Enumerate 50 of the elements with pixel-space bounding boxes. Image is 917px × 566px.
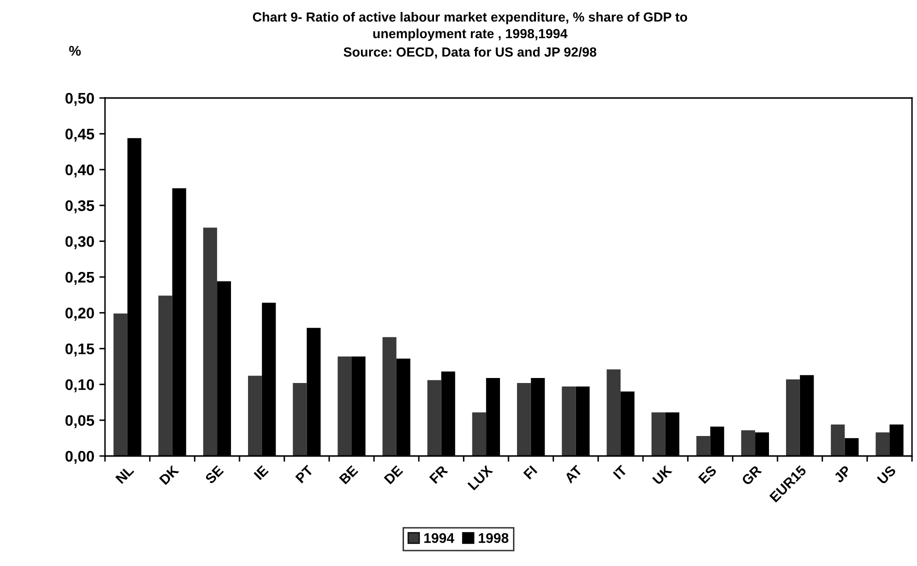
bar — [876, 432, 890, 456]
bar — [158, 296, 172, 456]
legend-label: 1994 — [424, 533, 454, 543]
x-tick-label: AT — [564, 464, 583, 484]
y-tick-label: 0,30 — [65, 236, 94, 250]
x-tick-label: SE — [204, 464, 224, 484]
bar — [606, 369, 621, 456]
bar — [382, 337, 396, 456]
bar — [427, 380, 442, 456]
y-tick-label: 0,05 — [65, 415, 94, 428]
bar — [786, 379, 800, 456]
y-tick-label: 0,25 — [65, 272, 94, 285]
chart-subtitle: Source: OECD, Data for US and JP 92/98 — [344, 47, 596, 59]
bar — [517, 382, 531, 456]
y-tick-label: 0,45 — [65, 128, 94, 142]
bar — [203, 228, 218, 456]
y-tick-label: 0,40 — [65, 164, 94, 178]
bar — [338, 356, 352, 456]
bar — [562, 386, 576, 456]
y-tick-label: 0,10 — [65, 379, 94, 392]
x-tick-label: JP — [833, 465, 852, 484]
y-axis-title: % — [69, 46, 81, 56]
x-tick-label: BE — [338, 465, 358, 484]
bar — [114, 314, 128, 456]
bar — [830, 424, 845, 456]
x-tick-label: US — [876, 464, 896, 485]
y-tick-label: 0,35 — [65, 200, 94, 214]
x-tick-label: IT — [612, 464, 628, 480]
x-tick-label: NL — [115, 464, 134, 484]
x-tick-label: DK — [159, 464, 180, 485]
x-tick-label: IE — [254, 465, 269, 480]
bar — [472, 412, 486, 456]
bar — [741, 430, 756, 456]
y-tick-label: 0,00 — [65, 450, 94, 464]
y-tick-label: 0,50 — [65, 92, 94, 106]
bar — [248, 376, 262, 456]
x-tick-label: GR — [741, 464, 762, 486]
x-tick-label: PT — [295, 464, 314, 484]
chart-title: Chart 9- Ratio of active labour market expenditure, % share of GDP to unemployment rate , 1998,1994 — [252, 12, 688, 41]
x-tick-label: UK — [652, 464, 673, 486]
x-tick-label: FI — [523, 465, 538, 480]
bar — [696, 436, 710, 456]
y-tick-label: 0,20 — [65, 308, 94, 321]
x-tick-label: ES — [698, 464, 718, 484]
x-tick-label: FR — [429, 464, 448, 484]
y-tick-label: 0,15 — [65, 343, 94, 356]
bar — [292, 382, 307, 456]
x-tick-label: DE — [384, 465, 404, 484]
bar — [652, 412, 666, 456]
legend-label: 1998 — [478, 533, 508, 543]
